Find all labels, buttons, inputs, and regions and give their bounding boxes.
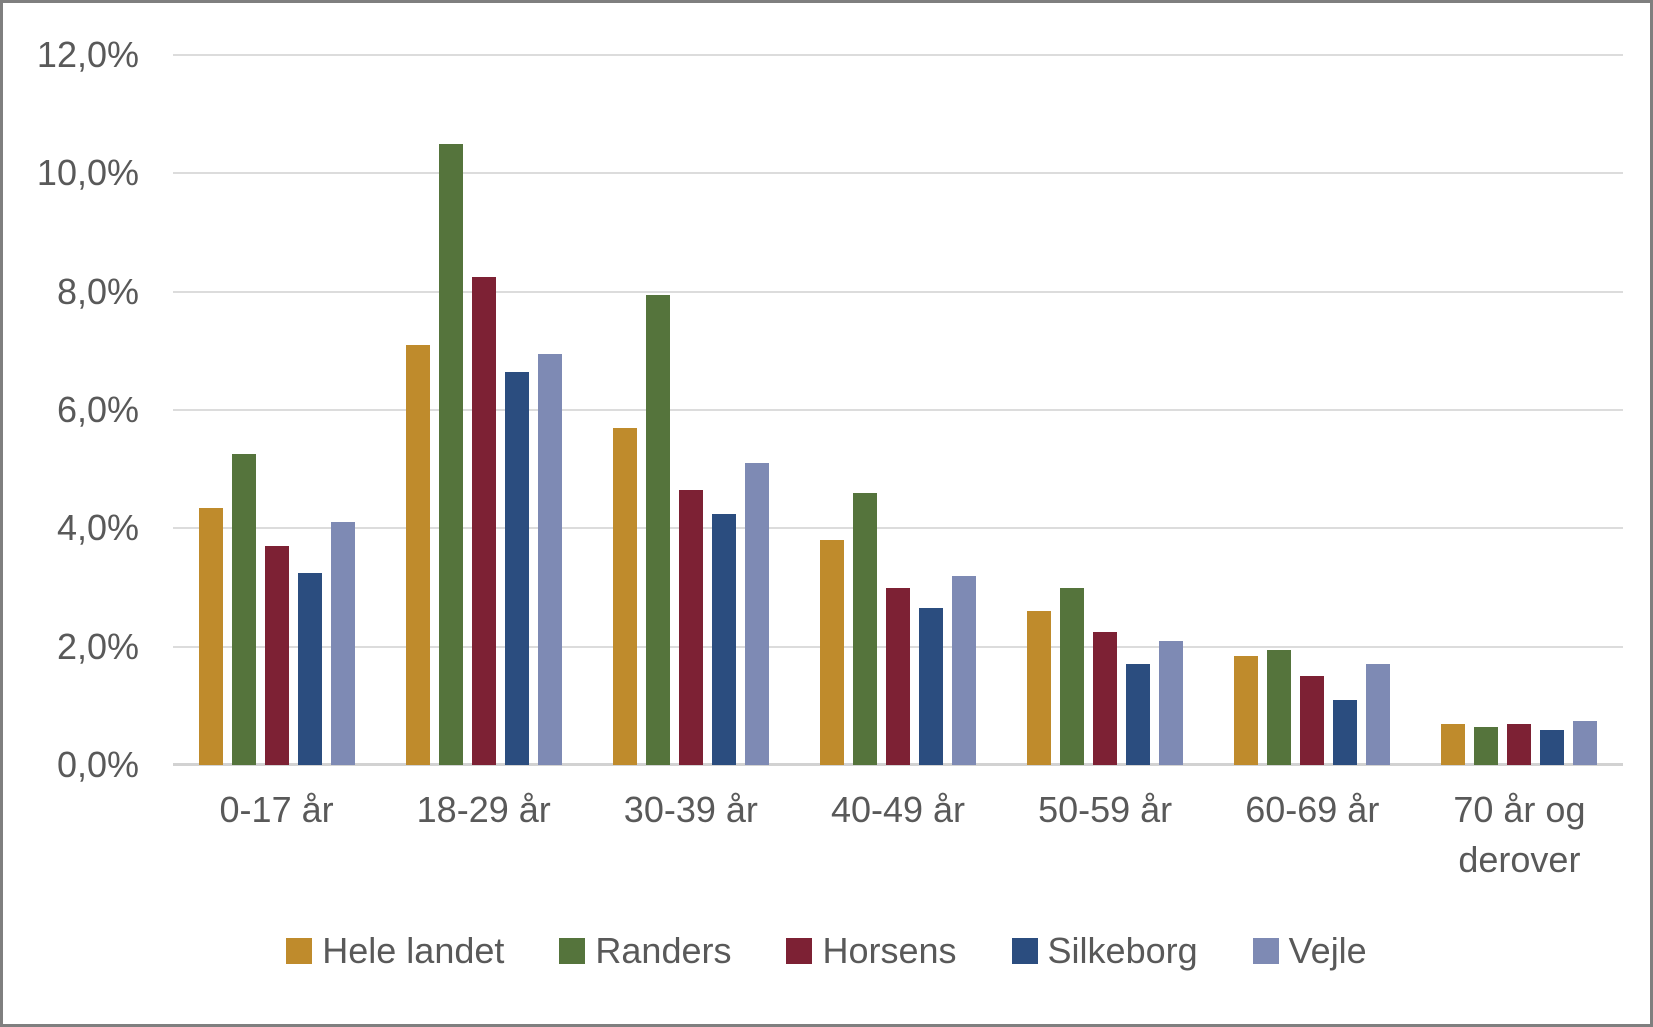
bar-silkeborg-70-r-og-derover [1540, 729, 1565, 765]
legend-swatch-randers [559, 938, 586, 964]
legend-swatch-vejle [1252, 938, 1279, 964]
legend-label-vejle: Vejle [1288, 930, 1367, 971]
bar-horsens-70-r-og-derover [1507, 723, 1532, 765]
x-category-label-30-39-r: 30-39 år [623, 789, 758, 830]
y-tick-label-0,0%: 0,0% [56, 744, 139, 785]
legend-label-horsens: Horsens [822, 930, 957, 971]
legend-item-randers: Randers [559, 931, 731, 971]
bar-randers-30-39-r [645, 294, 670, 765]
legend-label-hele-landet: Hele landet [322, 930, 505, 971]
bar-randers-70-r-og-derover [1474, 726, 1499, 765]
gridline-6,0% [173, 409, 1623, 411]
bar-silkeborg-18-29-r [504, 371, 529, 765]
x-category-label-70-r-og-derover: 70 år og derover [1453, 789, 1586, 880]
legend-item-vejle: Vejle [1252, 930, 1367, 971]
legend-swatch-hele-landet [286, 938, 313, 964]
bar-hele-landet-60-69-r [1234, 655, 1259, 765]
x-category-label-0-17-r: 0-17 år [219, 789, 334, 830]
bar-silkeborg-60-69-r [1333, 699, 1358, 765]
bar-horsens-0-17-r [264, 546, 289, 765]
legend-item-hele-landet: Hele landet [286, 931, 504, 971]
bar-vejle-50-59-r [1159, 640, 1184, 765]
bar-vejle-70-r-og-derover [1573, 720, 1598, 765]
bar-group-30-39-r [587, 55, 794, 765]
bar-vejle-40-49-r [951, 575, 976, 765]
legend-item-silkeborg: Silkeborg [1011, 930, 1198, 971]
bar-hele-landet-0-17-r [198, 507, 223, 765]
bar-horsens-18-29-r [471, 276, 496, 765]
legend-swatch-horsens [786, 938, 813, 964]
bar-silkeborg-30-39-r [711, 513, 736, 765]
bar-vejle-18-29-r [537, 353, 562, 765]
bar-horsens-60-69-r [1300, 676, 1325, 765]
bar-hele-landet-40-49-r [819, 540, 844, 765]
legend-item-horsens: Horsens [786, 930, 957, 971]
chart-legend: Hele landet Randers Horsens Silkeborg Vejle [3, 931, 1650, 971]
bar-silkeborg-0-17-r [297, 572, 322, 765]
bar-group-40-49-r [794, 55, 1001, 765]
plot-area [173, 54, 1623, 766]
legend-label-silkeborg: Silkeborg [1047, 930, 1198, 971]
bar-vejle-30-39-r [744, 463, 769, 765]
x-category-label-60-69-r: 60-69 år [1245, 789, 1380, 830]
bar-randers-50-59-r [1060, 587, 1085, 765]
gridline-12,0% [173, 54, 1623, 56]
bar-hele-landet-70-r-og-derover [1441, 723, 1466, 765]
bar-randers-60-69-r [1267, 649, 1292, 765]
bar-silkeborg-40-49-r [918, 608, 943, 765]
y-tick-label-6,0%: 6,0% [56, 389, 139, 430]
bar-group-50-59-r [1002, 55, 1209, 765]
bar-group-70-r-og-derover [1416, 55, 1623, 765]
bar-randers-40-49-r [852, 492, 877, 765]
bar-hele-landet-30-39-r [612, 427, 637, 765]
gridline-4,0% [173, 527, 1623, 530]
y-tick-label-2,0%: 2,0% [56, 625, 139, 667]
bar-vejle-0-17-r [330, 522, 355, 765]
gridline-10,0% [173, 172, 1623, 175]
y-tick-label-12,0%: 12,0% [36, 34, 139, 75]
bar-group-0-17-r [173, 55, 380, 765]
bar-hele-landet-18-29-r [405, 344, 430, 765]
bar-horsens-30-39-r [678, 489, 703, 765]
x-category-label-40-49-r: 40-49 år [830, 789, 966, 830]
bar-horsens-40-49-r [885, 587, 910, 765]
bar-hele-landet-50-59-r [1027, 611, 1052, 765]
bar-group-60-69-r [1209, 55, 1416, 765]
legend-swatch-silkeborg [1011, 938, 1038, 964]
legend-label-randers: Randers [595, 930, 732, 971]
x-category-label-50-59-r: 50-59 år [1038, 789, 1173, 830]
bar-randers-18-29-r [438, 143, 463, 765]
bar-randers-0-17-r [231, 454, 256, 765]
bar-horsens-50-59-r [1093, 631, 1118, 765]
bar-vejle-60-69-r [1366, 664, 1391, 765]
y-tick-label-10,0%: 10,0% [36, 152, 139, 194]
gridline-8,0% [173, 290, 1623, 293]
y-tick-label-4,0%: 4,0% [56, 507, 139, 549]
y-tick-label-8,0%: 8,0% [56, 270, 139, 312]
bar-group-18-29-r [380, 55, 587, 765]
x-category-label-18-29-r: 18-29 år [416, 789, 551, 830]
bar-silkeborg-50-59-r [1126, 664, 1151, 765]
